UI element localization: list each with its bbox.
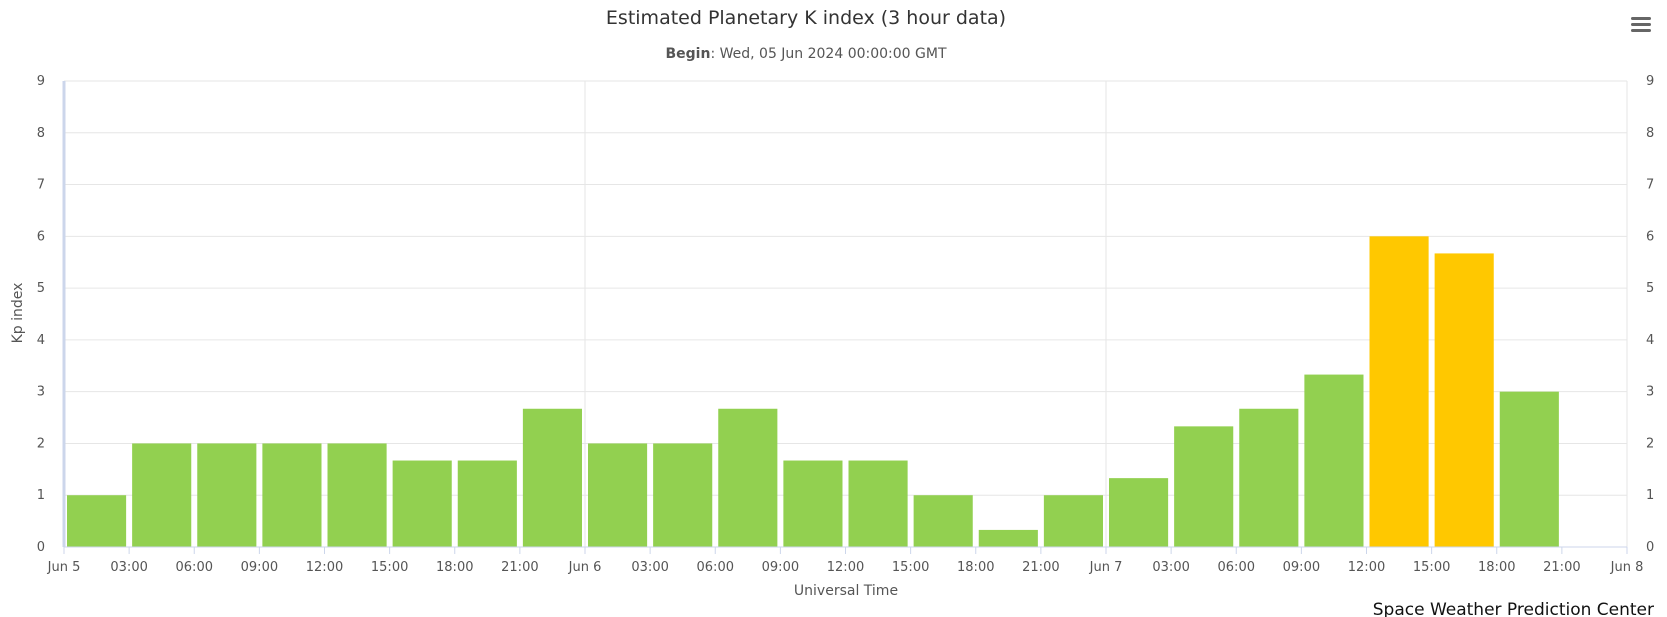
kp-bar[interactable] [327, 443, 387, 547]
y-tick-label-left: 6 [37, 229, 45, 244]
kp-bar[interactable] [848, 460, 908, 547]
kp-bar[interactable] [913, 495, 973, 547]
x-tick-label: 15:00 [371, 560, 408, 575]
chart-subtitle: Begin: Wed, 05 Jun 2024 00:00:00 GMT [665, 46, 946, 62]
kp-bar[interactable] [197, 443, 257, 547]
y-tick-label-left: 4 [37, 333, 45, 348]
y-tick-label-left: 8 [37, 126, 45, 141]
x-tick-label: 06:00 [176, 560, 213, 575]
x-tick-label: 18:00 [436, 560, 473, 575]
kp-bar[interactable] [1043, 495, 1103, 547]
y-tick-label-right: 5 [1646, 281, 1654, 296]
x-tick-label: 18:00 [957, 560, 994, 575]
y-tick-label-left: 0 [37, 540, 45, 555]
x-tick-label: Jun 5 [47, 560, 81, 575]
y-tick-label-right: 8 [1646, 126, 1654, 141]
subtitle-separator: : [710, 46, 719, 62]
kp-bar[interactable] [653, 443, 713, 547]
x-tick-label: 21:00 [1543, 560, 1580, 575]
x-tick-label: 03:00 [1152, 560, 1189, 575]
y-tick-label-right: 6 [1646, 229, 1654, 244]
kp-bar[interactable] [1499, 391, 1559, 547]
y-tick-label-left: 7 [37, 178, 45, 193]
subtitle-value: Wed, 05 Jun 2024 00:00:00 GMT [720, 46, 947, 62]
kp-bar[interactable] [132, 443, 192, 547]
y-tick-label-right: 3 [1646, 385, 1654, 400]
x-tick-label: 18:00 [1478, 560, 1515, 575]
x-tick-label: Jun 8 [1610, 560, 1644, 575]
kp-bar[interactable] [1239, 408, 1299, 547]
kp-bar[interactable] [978, 529, 1038, 547]
y-tick-label-right: 1 [1646, 488, 1654, 503]
hamburger-menu-icon[interactable] [1626, 12, 1656, 38]
x-tick-label: 09:00 [1283, 560, 1320, 575]
y-tick-label-left: 1 [37, 488, 45, 503]
kp-bar[interactable] [1174, 426, 1234, 547]
axes: 0 0 1 1 2 2 3 3 4 4 5 5 6 6 7 7 8 8 9 9 Jun 5 03:00 06:00 09:00… [37, 74, 1655, 575]
x-tick-label: 12:00 [306, 560, 343, 575]
x-tick-label: 15:00 [1413, 560, 1450, 575]
kp-bar[interactable] [522, 408, 582, 547]
kp-bar[interactable] [457, 460, 517, 547]
bars [67, 236, 1559, 548]
x-tick-label: 15:00 [892, 560, 929, 575]
kp-bar[interactable] [392, 460, 452, 547]
kp-bar[interactable] [588, 443, 648, 547]
x-tick-label: 21:00 [1022, 560, 1059, 575]
x-tick-label: 21:00 [501, 560, 538, 575]
x-tick-label: 09:00 [241, 560, 278, 575]
y-tick-label-left: 2 [37, 436, 45, 451]
x-tick-label: 06:00 [697, 560, 734, 575]
x-tick-label: Jun 6 [568, 560, 602, 575]
y-tick-label-left: 5 [37, 281, 45, 296]
kp-bar[interactable] [1434, 253, 1494, 548]
x-tick-label: 09:00 [762, 560, 799, 575]
kp-bar[interactable] [67, 495, 127, 547]
x-axis-title: Universal Time [794, 583, 898, 599]
kp-bar[interactable] [1304, 374, 1364, 547]
chart-title: Estimated Planetary K index (3 hour data… [606, 7, 1006, 29]
y-tick-label-left: 3 [37, 385, 45, 400]
x-tick-label: 03:00 [110, 560, 147, 575]
y-tick-label-right: 0 [1646, 540, 1654, 555]
y-tick-label-right: 4 [1646, 333, 1654, 348]
x-tick-label: 06:00 [1218, 560, 1255, 575]
y-tick-label-right: 2 [1646, 436, 1654, 451]
kp-bar[interactable] [1369, 236, 1429, 548]
y-tick-label-left: 9 [37, 74, 45, 89]
y-tick-label-right: 9 [1646, 74, 1654, 89]
x-tick-label: 03:00 [631, 560, 668, 575]
kp-bar[interactable] [1109, 478, 1169, 547]
kp-bar[interactable] [718, 408, 778, 547]
kp-bar[interactable] [783, 460, 843, 547]
x-tick-label: Jun 7 [1089, 560, 1123, 575]
kp-bar[interactable] [262, 443, 322, 547]
credit-label: Space Weather Prediction Center [1373, 600, 1654, 617]
y-tick-label-right: 7 [1646, 178, 1654, 193]
y-axis-title: Kp index [10, 283, 26, 344]
x-tick-label: 12:00 [1348, 560, 1385, 575]
subtitle-label: Begin [665, 46, 710, 62]
x-tick-label: 12:00 [827, 560, 864, 575]
